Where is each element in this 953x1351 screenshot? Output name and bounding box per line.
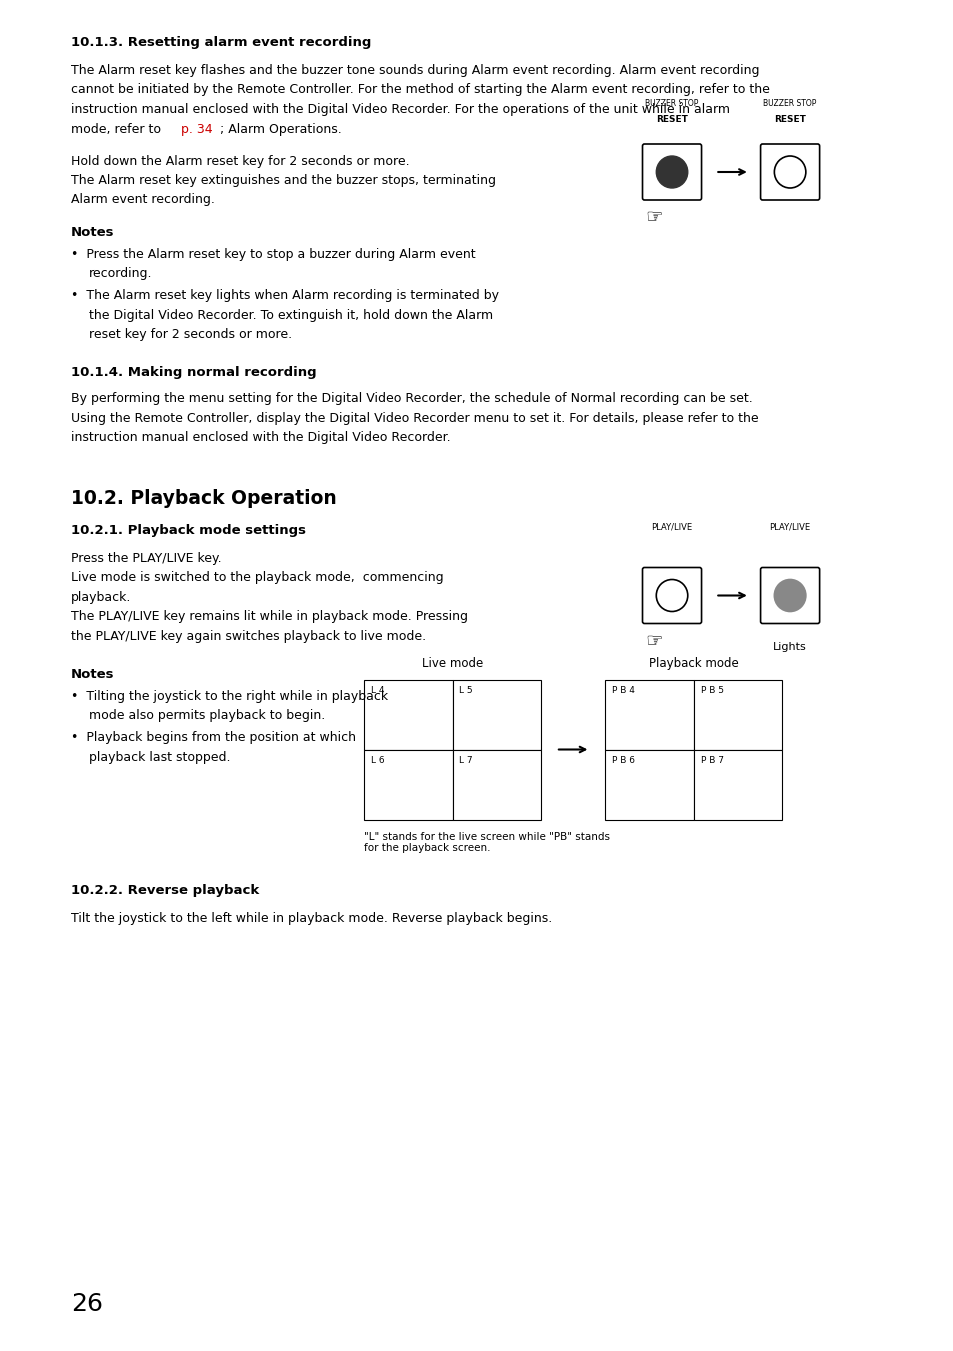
Text: PLAY/LIVE: PLAY/LIVE bbox=[769, 523, 810, 531]
Text: 10.2.2. Reverse playback: 10.2.2. Reverse playback bbox=[71, 884, 259, 897]
Text: BUZZER STOP: BUZZER STOP bbox=[762, 99, 816, 108]
Text: the PLAY/LIVE key again switches playback to live mode.: the PLAY/LIVE key again switches playbac… bbox=[71, 630, 426, 643]
Text: L 6: L 6 bbox=[371, 755, 384, 765]
Bar bbox=[693, 750, 781, 820]
Text: BUZZER STOP: BUZZER STOP bbox=[644, 99, 698, 108]
Text: 10.1.4. Making normal recording: 10.1.4. Making normal recording bbox=[71, 366, 316, 380]
FancyBboxPatch shape bbox=[641, 567, 700, 624]
Text: instruction manual enclosed with the Digital Video Recorder.: instruction manual enclosed with the Dig… bbox=[71, 431, 450, 444]
Text: instruction manual enclosed with the Digital Video Recorder. For the operations : instruction manual enclosed with the Dig… bbox=[71, 103, 729, 116]
Text: RESET: RESET bbox=[656, 115, 687, 124]
Text: •  Tilting the joystick to the right while in playback: • Tilting the joystick to the right whil… bbox=[71, 689, 388, 703]
Text: P B 4: P B 4 bbox=[612, 685, 634, 694]
FancyBboxPatch shape bbox=[760, 567, 819, 624]
Text: RESET: RESET bbox=[773, 115, 805, 124]
Text: Lights: Lights bbox=[773, 642, 806, 651]
Bar bbox=[604, 750, 693, 820]
Text: •  The Alarm reset key lights when Alarm recording is terminated by: • The Alarm reset key lights when Alarm … bbox=[71, 289, 498, 303]
Text: The PLAY/LIVE key remains lit while in playback mode. Pressing: The PLAY/LIVE key remains lit while in p… bbox=[71, 611, 467, 623]
Text: •  Playback begins from the position at which: • Playback begins from the position at w… bbox=[71, 731, 355, 744]
Circle shape bbox=[774, 580, 805, 612]
Text: Notes: Notes bbox=[71, 226, 114, 239]
Bar bbox=[452, 750, 540, 820]
Text: cannot be initiated by the Remote Controller. For the method of starting the Ala: cannot be initiated by the Remote Contro… bbox=[71, 84, 769, 96]
Text: "L" stands for the live screen while "PB" stands
for the playback screen.: "L" stands for the live screen while "PB… bbox=[364, 831, 609, 852]
Bar bbox=[364, 680, 452, 750]
Text: L 5: L 5 bbox=[459, 685, 473, 694]
Text: the Digital Video Recorder. To extinguish it, hold down the Alarm: the Digital Video Recorder. To extinguis… bbox=[89, 308, 492, 322]
Text: Live mode: Live mode bbox=[421, 657, 483, 670]
Text: playback.: playback. bbox=[71, 590, 132, 604]
Text: Using the Remote Controller, display the Digital Video Recorder menu to set it. : Using the Remote Controller, display the… bbox=[71, 412, 758, 424]
FancyBboxPatch shape bbox=[760, 145, 819, 200]
Text: P B 5: P B 5 bbox=[700, 685, 722, 694]
Text: PLAY/LIVE: PLAY/LIVE bbox=[651, 523, 692, 531]
Text: The Alarm reset key extinguishes and the buzzer stops, terminating: The Alarm reset key extinguishes and the… bbox=[71, 174, 496, 186]
Text: Press the PLAY/LIVE key.: Press the PLAY/LIVE key. bbox=[71, 551, 221, 565]
Text: recording.: recording. bbox=[89, 267, 152, 280]
Text: ☞: ☞ bbox=[645, 631, 662, 650]
Bar bbox=[452, 680, 540, 750]
Text: mode also permits playback to begin.: mode also permits playback to begin. bbox=[89, 709, 324, 721]
Bar bbox=[604, 680, 693, 750]
Text: The Alarm reset key flashes and the buzzer tone sounds during Alarm event record: The Alarm reset key flashes and the buzz… bbox=[71, 63, 759, 77]
Text: 26: 26 bbox=[71, 1292, 103, 1316]
Bar bbox=[693, 680, 781, 750]
Circle shape bbox=[774, 155, 805, 188]
Text: 10.2.1. Playback mode settings: 10.2.1. Playback mode settings bbox=[71, 523, 306, 536]
Text: p. 34: p. 34 bbox=[181, 123, 213, 135]
Text: mode, refer to: mode, refer to bbox=[71, 123, 165, 135]
Text: 10.2. Playback Operation: 10.2. Playback Operation bbox=[71, 489, 336, 508]
Text: Hold down the Alarm reset key for 2 seconds or more.: Hold down the Alarm reset key for 2 seco… bbox=[71, 154, 409, 168]
Text: Live mode is switched to the playback mode,  commencing: Live mode is switched to the playback mo… bbox=[71, 571, 443, 584]
Text: Notes: Notes bbox=[71, 667, 114, 681]
FancyBboxPatch shape bbox=[641, 145, 700, 200]
Text: reset key for 2 seconds or more.: reset key for 2 seconds or more. bbox=[89, 328, 292, 340]
Text: By performing the menu setting for the Digital Video Recorder, the schedule of N: By performing the menu setting for the D… bbox=[71, 392, 752, 405]
Text: L 7: L 7 bbox=[459, 755, 473, 765]
Circle shape bbox=[656, 155, 687, 188]
Text: P B 6: P B 6 bbox=[612, 755, 635, 765]
Text: L 4: L 4 bbox=[371, 685, 384, 694]
Text: playback last stopped.: playback last stopped. bbox=[89, 751, 230, 763]
Circle shape bbox=[656, 580, 687, 612]
Text: P B 7: P B 7 bbox=[700, 755, 722, 765]
Text: 10.1.3. Resetting alarm event recording: 10.1.3. Resetting alarm event recording bbox=[71, 36, 371, 49]
Text: Playback mode: Playback mode bbox=[648, 657, 738, 670]
Text: •  Press the Alarm reset key to stop a buzzer during Alarm event: • Press the Alarm reset key to stop a bu… bbox=[71, 247, 475, 261]
Text: ; Alarm Operations.: ; Alarm Operations. bbox=[220, 123, 342, 135]
Text: Tilt the joystick to the left while in playback mode. Reverse playback begins.: Tilt the joystick to the left while in p… bbox=[71, 912, 552, 924]
Bar bbox=[364, 750, 452, 820]
Text: Alarm event recording.: Alarm event recording. bbox=[71, 193, 214, 207]
Text: ☞: ☞ bbox=[645, 208, 662, 227]
